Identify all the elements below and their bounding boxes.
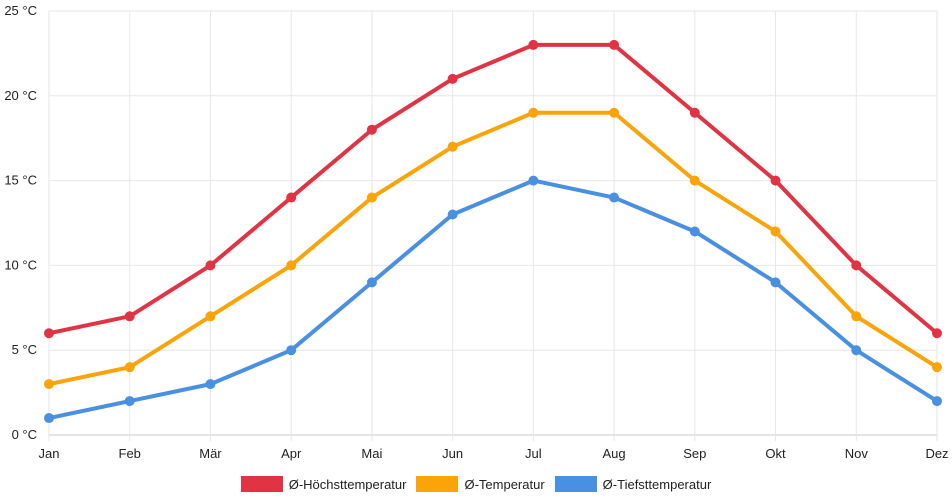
- data-point[interactable]: [528, 39, 539, 50]
- data-point[interactable]: [932, 362, 942, 373]
- y-tick-label: 0 °C: [12, 427, 37, 442]
- data-point[interactable]: [44, 328, 54, 339]
- data-point[interactable]: [366, 192, 377, 203]
- legend-swatch-low: [554, 476, 597, 492]
- data-point[interactable]: [447, 209, 458, 220]
- x-tick-label: Jan: [39, 446, 60, 461]
- x-tick-label: Apr: [281, 446, 302, 461]
- data-point[interactable]: [528, 107, 539, 118]
- legend-swatch-high: [240, 476, 283, 492]
- data-point[interactable]: [205, 260, 216, 271]
- data-point[interactable]: [447, 73, 458, 84]
- data-point[interactable]: [770, 175, 781, 186]
- legend-swatch-mean: [416, 476, 459, 492]
- data-point[interactable]: [609, 192, 620, 203]
- legend: Ø-Höchsttemperatur Ø-Temperatur Ø-Tiefst…: [0, 474, 952, 494]
- series-lines: [44, 39, 942, 424]
- x-tick-label: Jul: [525, 446, 542, 461]
- data-point[interactable]: [528, 175, 539, 186]
- data-point[interactable]: [44, 379, 54, 390]
- data-point[interactable]: [447, 141, 458, 152]
- legend-item-high[interactable]: Ø-Höchsttemperatur: [240, 476, 407, 492]
- data-point[interactable]: [609, 107, 620, 118]
- series-3: [44, 175, 942, 424]
- data-point[interactable]: [44, 413, 54, 424]
- data-point[interactable]: [689, 107, 700, 118]
- grid: [48, 10, 938, 441]
- series-2: [44, 107, 942, 390]
- x-axis-ticks: Jan Feb Mär Apr Mai Jun Jul Aug Sep Okt Nov Dez: [39, 446, 949, 461]
- x-tick-label: Aug: [603, 446, 626, 461]
- x-tick-label: Feb: [119, 446, 141, 461]
- legend-label-high: Ø-Höchsttemperatur: [288, 476, 407, 492]
- temperature-chart: 0 °C 5 °C 10 °C 15 °C 20 °C 25 °C Jan Feb Mär Ap…: [4, 3, 949, 461]
- data-point[interactable]: [689, 226, 700, 237]
- y-tick-label: 15 °C: [4, 173, 37, 188]
- data-point[interactable]: [205, 379, 216, 390]
- data-point[interactable]: [851, 345, 862, 356]
- legend-item-mean[interactable]: Ø-Temperatur: [416, 476, 545, 492]
- x-tick-label: Mär: [199, 446, 222, 461]
- data-point[interactable]: [205, 311, 216, 322]
- series-line: [47, 110, 939, 387]
- x-tick-label: Mai: [361, 446, 382, 461]
- y-tick-label: 20 °C: [4, 88, 37, 103]
- y-tick-label: 10 °C: [4, 257, 37, 272]
- series-line: [47, 178, 939, 421]
- y-axis-ticks: 0 °C 5 °C 10 °C 15 °C 20 °C 25 °C: [4, 3, 37, 442]
- x-tick-label: Nov: [845, 446, 869, 461]
- x-tick-label: Sep: [683, 446, 706, 461]
- data-point[interactable]: [124, 311, 135, 322]
- data-point[interactable]: [286, 345, 297, 356]
- x-tick-label: Okt: [765, 446, 786, 461]
- series-line: [47, 42, 939, 336]
- x-tick-label: Dez: [925, 446, 948, 461]
- data-point[interactable]: [851, 260, 862, 271]
- legend-label-low: Ø-Tiefsttemperatur: [602, 476, 712, 492]
- x-tick-label: Jun: [442, 446, 463, 461]
- data-point[interactable]: [286, 260, 297, 271]
- legend-item-low[interactable]: Ø-Tiefsttemperatur: [554, 476, 712, 492]
- data-point[interactable]: [851, 311, 862, 322]
- legend-label-mean: Ø-Temperatur: [464, 476, 545, 492]
- data-point[interactable]: [932, 396, 942, 407]
- data-point[interactable]: [770, 226, 781, 237]
- data-point[interactable]: [286, 192, 297, 203]
- data-point[interactable]: [124, 396, 135, 407]
- data-point[interactable]: [609, 39, 620, 50]
- data-point[interactable]: [770, 277, 781, 288]
- series-1: [44, 39, 942, 339]
- data-point[interactable]: [366, 124, 377, 135]
- data-point[interactable]: [366, 277, 377, 288]
- y-tick-label: 5 °C: [12, 342, 37, 357]
- data-point[interactable]: [689, 175, 700, 186]
- data-point[interactable]: [932, 328, 942, 339]
- y-tick-label: 25 °C: [4, 3, 37, 18]
- data-point[interactable]: [124, 362, 135, 373]
